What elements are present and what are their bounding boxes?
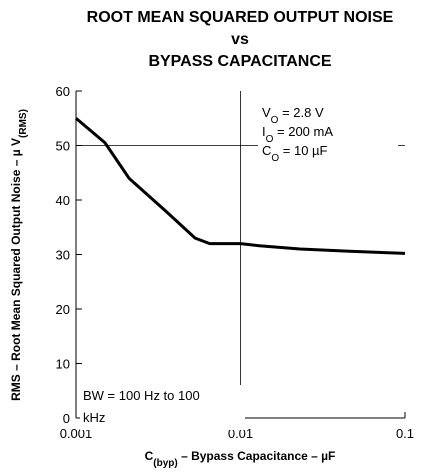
annotation-part: O <box>266 134 274 145</box>
x-axis-label-part: – Bypass Capacitance – µF <box>178 449 336 463</box>
x-axis-label-part: C <box>145 449 154 463</box>
annotation: IO = 200 mA <box>262 124 333 145</box>
y-tick-label: 50 <box>56 139 70 154</box>
x-tick-label: 0.1 <box>396 426 414 441</box>
x-axis-label: C(byp) – Bypass Capacitance – µF <box>145 449 336 469</box>
y-axis-label-part: (RMS) <box>18 109 29 138</box>
chart-title: ROOT MEAN SQUARED OUTPUT NOISE <box>87 9 394 26</box>
y-axis-label: RMS – Root Mean Squared Output Noise – µ… <box>9 109 29 401</box>
y-tick-label: 10 <box>56 357 70 372</box>
line-series <box>75 117 406 255</box>
note: BW = 100 Hz to 100 <box>83 388 200 403</box>
annotation-part: = 200 mA <box>273 124 333 139</box>
annotation-part: = 2.8 V <box>278 105 323 120</box>
annotation: CO = 10 µF <box>262 143 328 164</box>
note-bg <box>80 385 245 430</box>
x-axis-label-part: (byp) <box>153 458 177 469</box>
y-tick-label: 0 <box>63 411 70 426</box>
y-tick-label: 30 <box>56 248 70 263</box>
annotation-part: O <box>271 153 279 164</box>
annotation-part: C <box>262 143 271 158</box>
annotation-part: O <box>271 115 279 126</box>
y-axis-label-part: RMS – Root Mean Squared Output Noise – µ… <box>9 138 23 401</box>
y-tick-label: 60 <box>56 84 70 99</box>
y-tick-label: 20 <box>56 302 70 317</box>
annotation-part: I <box>262 124 266 139</box>
annotation-bg <box>258 100 398 180</box>
annotation-part: V <box>262 105 271 120</box>
note: kHz <box>83 410 105 425</box>
y-tick-label: 40 <box>56 193 70 208</box>
annotation: VO = 2.8 V <box>262 105 324 126</box>
chart-title: BYPASS CAPACITANCE <box>148 53 331 70</box>
annotation-part: = 10 µF <box>279 143 327 158</box>
chart-title: vs <box>231 31 249 48</box>
